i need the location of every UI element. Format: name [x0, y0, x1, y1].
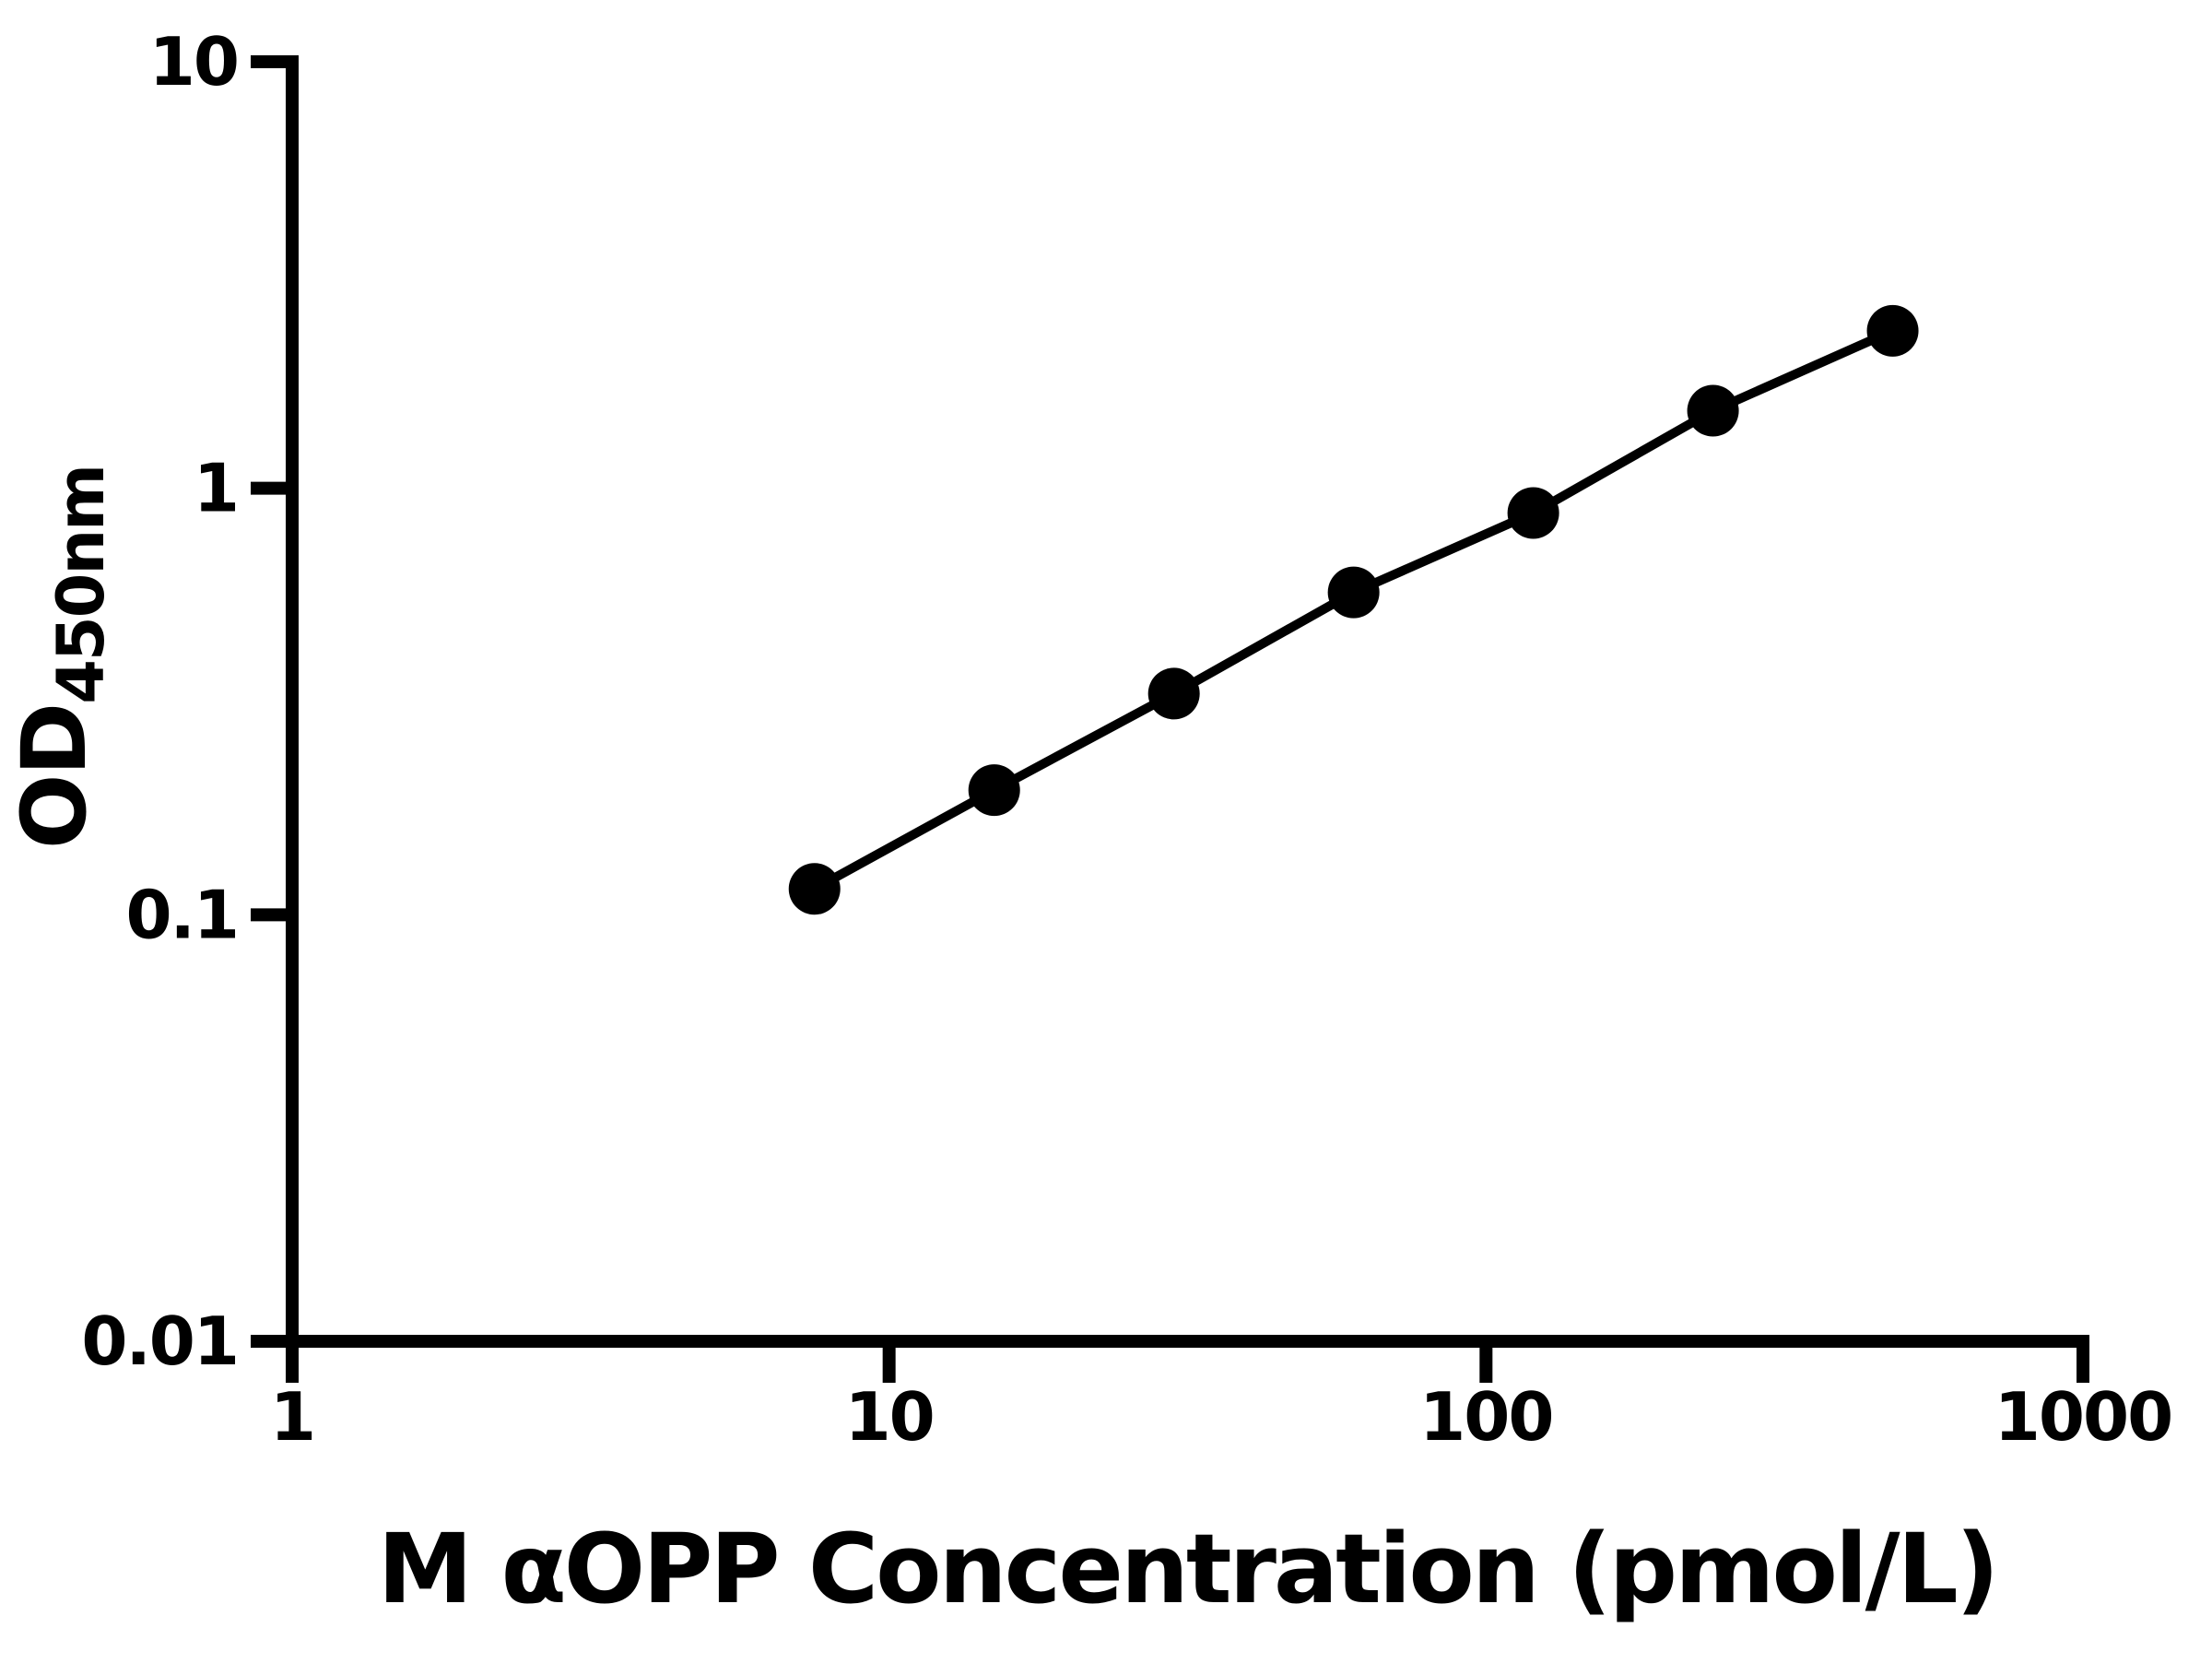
- y-axis-ticks: 10 1 0.1 0.01: [81, 23, 292, 1380]
- axes: [286, 55, 2089, 1348]
- y-axis-title-subscript: 450nm: [43, 466, 119, 704]
- x-tick-label: 10: [845, 1378, 934, 1456]
- x-axis-ticks: 1 10 100 1000: [270, 1341, 2173, 1456]
- data-series: [788, 304, 1919, 915]
- y-tick-label: 1: [194, 450, 238, 527]
- y-axis-title-main: OD: [3, 704, 106, 849]
- x-tick-label: 1000: [1994, 1378, 2171, 1456]
- y-axis-title: OD450nm: [3, 466, 119, 849]
- data-point: [1866, 304, 1919, 357]
- y-tick-label: 10: [149, 23, 238, 100]
- y-tick-label: 0.01: [81, 1303, 238, 1380]
- x-tick-label: 1: [270, 1378, 314, 1456]
- data-point: [788, 863, 841, 915]
- data-point: [1147, 667, 1200, 720]
- data-point: [1327, 566, 1380, 619]
- data-point: [1687, 384, 1739, 437]
- x-axis-title: M αOPP Concentration (pmol/L): [378, 1513, 1997, 1625]
- data-point: [968, 764, 1020, 817]
- x-tick-label: 100: [1419, 1378, 1552, 1456]
- data-point: [1507, 487, 1559, 539]
- y-tick-label: 0.1: [125, 876, 238, 953]
